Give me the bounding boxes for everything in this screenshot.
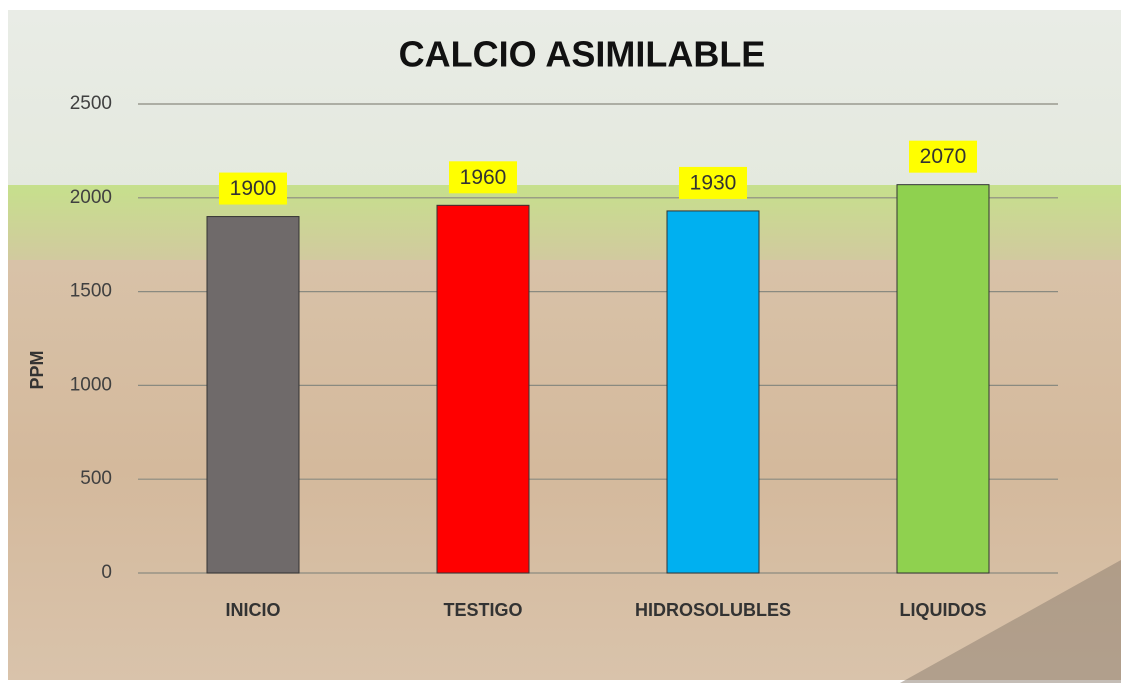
x-tick-label: LIQUIDOS <box>899 600 986 620</box>
bar <box>897 185 989 573</box>
x-tick-label: HIDROSOLUBLES <box>635 600 791 620</box>
y-tick-label: 0 <box>101 562 112 583</box>
y-tick-label: 2500 <box>70 93 112 114</box>
x-tick-label: TESTIGO <box>443 600 522 620</box>
bar <box>667 211 759 573</box>
data-label: 1900 <box>230 177 277 200</box>
y-tick-label: 2000 <box>70 187 112 208</box>
chart-title: CALCIO ASIMILABLE <box>399 34 766 75</box>
data-label: 1930 <box>690 171 737 194</box>
bar <box>437 205 529 573</box>
x-tick-label: INICIO <box>225 600 280 620</box>
y-tick-label: 1000 <box>70 374 112 395</box>
y-tick-label: 500 <box>80 468 112 489</box>
data-label: 2070 <box>920 145 967 168</box>
bar <box>207 217 299 573</box>
y-axis-label: PPM <box>27 350 47 389</box>
data-label: 1960 <box>460 166 507 189</box>
y-tick-label: 1500 <box>70 281 112 302</box>
chart: CALCIO ASIMILABLE PPM 0 500 1000 1500 2000 25… <box>0 0 1131 683</box>
